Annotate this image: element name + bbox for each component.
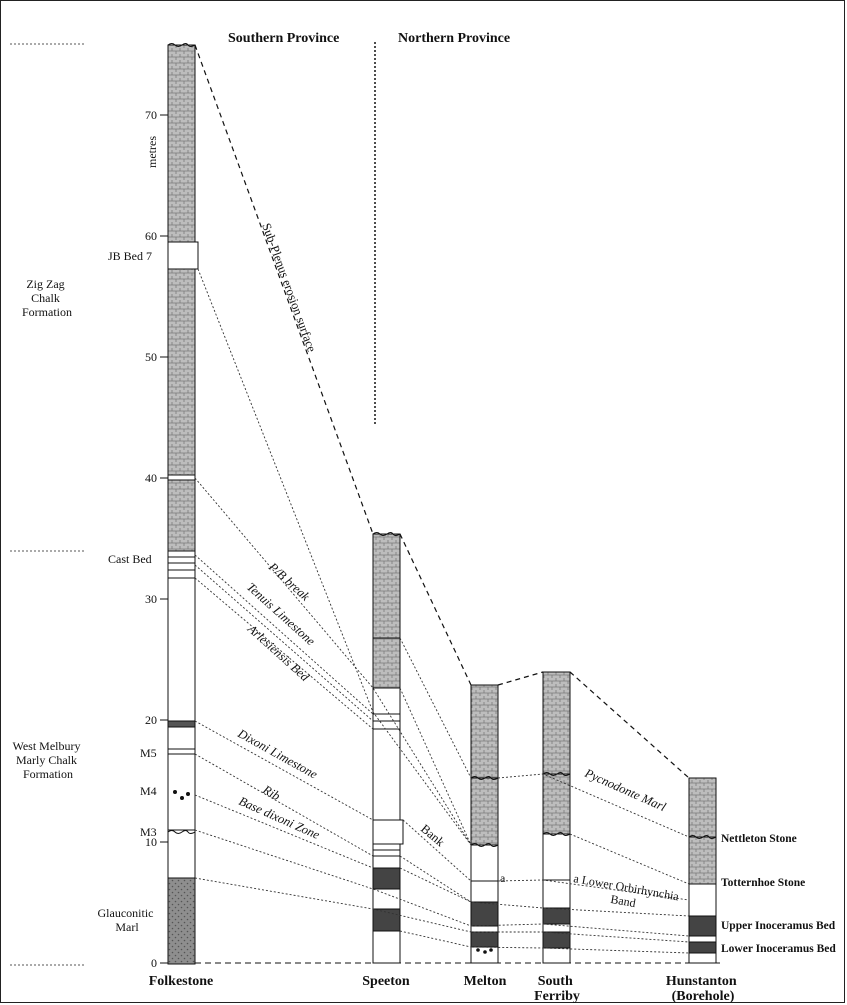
tick-20: 20 <box>145 713 168 727</box>
line-speeton-melton-top <box>399 637 472 779</box>
axis-unit-label: metres <box>145 136 159 168</box>
tick-label-50: 50 <box>145 350 157 364</box>
section-speeton: Speeton <box>362 974 410 989</box>
label-dixoni-limestone: Dixoni Limestone <box>235 726 320 782</box>
line-base-dixoni-melton <box>399 867 690 917</box>
label-rib: Rib <box>260 782 283 803</box>
line-lower-orbirhynchia <box>497 879 690 901</box>
tick-label-70: 70 <box>145 108 157 122</box>
line-pycnodonte <box>497 773 690 838</box>
header-northern-province: Northern Province <box>398 31 510 46</box>
line-rib-melton <box>399 855 472 903</box>
line-jb-bed <box>197 268 472 846</box>
tick-label-30: 30 <box>145 592 157 606</box>
column-folkestone <box>167 43 199 965</box>
correlation-lines <box>194 44 690 954</box>
label-base-dixoni: Base dixoni Zone <box>237 794 322 842</box>
tick-label-10: 10 <box>145 835 157 849</box>
column-speeton <box>372 532 404 964</box>
line-sub-plenus <box>194 44 374 535</box>
line-bank <box>402 819 472 882</box>
line-top-ferriby-hunstanton <box>569 671 690 779</box>
label-lower-orbirhynchia: a Lower Orbirhynchia Band <box>570 871 683 918</box>
line-speeton-top-melton <box>399 687 472 846</box>
line-base-dixoni <box>194 794 374 869</box>
line-arlesiensis <box>194 577 374 730</box>
tick-60: 60 <box>145 229 168 243</box>
label-totternhoe-stone: Totternhoe Stone <box>721 877 805 889</box>
label-jb-bed-7: JB Bed 7 <box>108 249 152 263</box>
label-m4: M4 <box>140 784 157 798</box>
label-lower-inoceramus: Lower Inoceramus Bed <box>721 943 836 955</box>
label-sub-plenus: Sub-Plenus erosion surface <box>259 221 319 354</box>
label-melton-a: a <box>500 871 506 885</box>
label-upper-inoceramus: Upper Inoceramus Bed <box>721 920 836 932</box>
line-speeton-931 <box>399 930 690 954</box>
header-southern-province: Southern Province <box>228 31 339 46</box>
formation-zigzag: Zig Zag Chalk Formation <box>22 277 72 319</box>
label-bank: Bank <box>418 822 448 850</box>
line-tenuis <box>194 564 374 722</box>
label-m3: M3 <box>140 825 157 839</box>
axis-ticks: 0 10 20 30 40 50 60 70 <box>145 108 168 970</box>
line-top-speeton-melton <box>399 533 472 686</box>
section-hunstanton: Hunstanton (Borehole) <box>666 974 740 1004</box>
tick-30: 30 <box>145 592 168 606</box>
label-nettleton-stone: Nettleton Stone <box>721 833 797 845</box>
tick-label-20: 20 <box>145 713 157 727</box>
label-pycnodonte: Pycnodonte Marl <box>582 766 669 815</box>
tick-label-60: 60 <box>145 229 157 243</box>
line-40m <box>194 477 472 846</box>
line-m3 <box>194 829 690 937</box>
line-nettleton <box>569 833 690 885</box>
tick-label-40: 40 <box>145 471 157 485</box>
tick-0: 0 <box>151 956 168 970</box>
label-m5: M5 <box>140 746 157 760</box>
line-top-melton-ferriby <box>497 671 544 686</box>
formation-west-melbury: West Melbury Marly Chalk Formation <box>12 739 83 781</box>
tick-label-0: 0 <box>151 956 157 970</box>
section-folkestone: Folkestone <box>149 974 214 989</box>
column-melton <box>470 684 499 964</box>
line-glauconitic-top <box>194 877 690 943</box>
tick-40: 40 <box>145 471 168 485</box>
column-hunstanton <box>688 777 717 964</box>
tick-70: 70 <box>145 108 168 122</box>
label-cast-bed: Cast Bed <box>108 552 152 566</box>
column-south-ferriby <box>542 671 571 964</box>
section-south-ferriby: South Ferriby <box>534 974 580 1004</box>
line-dixoni-limestone <box>194 720 374 821</box>
tick-10: 10 <box>145 835 168 849</box>
section-melton: Melton <box>464 974 507 989</box>
label-glauconitic-marl: Glauconitic Marl <box>98 906 157 934</box>
tick-50: 50 <box>145 350 168 364</box>
